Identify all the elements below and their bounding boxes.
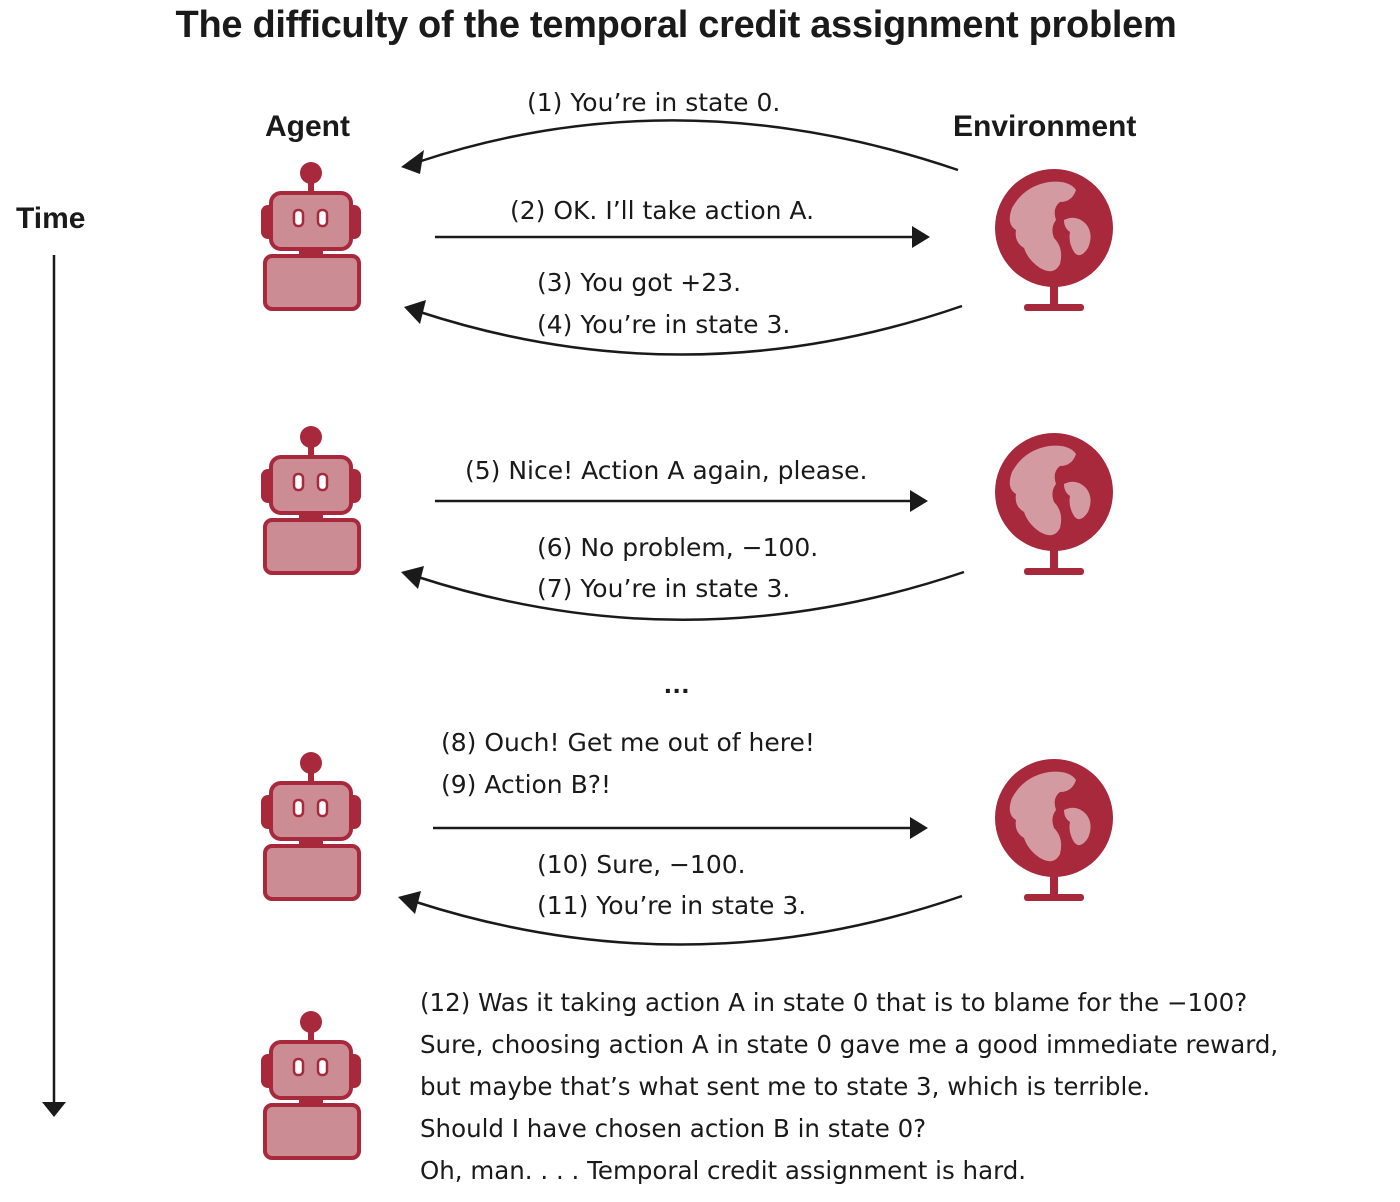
message-7: (7) You’re in state 3. (537, 574, 791, 603)
message-8: (8) Ouch! Get me out of here! (441, 728, 815, 757)
globe-icon (995, 169, 1113, 311)
message-1: (1) You’re in state 0. (527, 88, 781, 117)
arrow-2-to-environment (435, 226, 930, 248)
message-10: (10) Sure, −100. (537, 850, 746, 879)
globe-icon (995, 759, 1113, 901)
message-9: (9) Action B?! (441, 770, 612, 799)
diagram-title: The difficulty of the temporal credit as… (175, 4, 1177, 46)
arrow-10-to-agent (398, 891, 963, 946)
message-5: (5) Nice! Action A again, please. (465, 456, 868, 485)
arrow-1-to-agent (401, 119, 959, 174)
message-3: (3) You got +23. (537, 268, 742, 297)
arrow-5-to-environment (435, 490, 928, 512)
message-6: (6) No problem, −100. (537, 533, 819, 562)
agent-thought: (12) Was it taking action A in state 0 t… (420, 982, 1395, 1192)
thought-line: but maybe that’s what sent me to state 3… (420, 1072, 1151, 1101)
globe-icon (995, 433, 1113, 575)
ellipsis: ... (664, 668, 691, 699)
agent-header: Agent (265, 110, 350, 143)
arrow-8-to-environment (433, 817, 928, 839)
arrow-6-to-agent (401, 566, 965, 621)
message-11: (11) You’re in state 3. (537, 891, 807, 920)
time-axis-arrow (42, 255, 66, 1117)
thought-line: Oh, man. . . . Temporal credit assignmen… (420, 1156, 1027, 1185)
arrow-3-to-agent (404, 300, 963, 356)
message-2: (2) OK. I’ll take action A. (510, 196, 815, 225)
thought-line: Sure, choosing action A in state 0 gave … (420, 1030, 1279, 1059)
thought-line: (12) Was it taking action A in state 0 t… (420, 988, 1248, 1017)
message-4: (4) You’re in state 3. (537, 310, 791, 339)
time-label: Time (16, 202, 86, 235)
environment-header: Environment (953, 110, 1137, 143)
thought-line: Should I have chosen action B in state 0… (420, 1114, 927, 1143)
